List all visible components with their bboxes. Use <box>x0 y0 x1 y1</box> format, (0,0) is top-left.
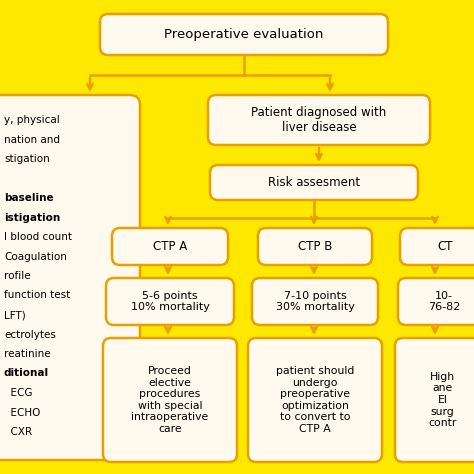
Text: CTP A: CTP A <box>153 240 187 253</box>
Text: High
ane
El
surg
contr: High ane El surg contr <box>428 372 456 428</box>
FancyBboxPatch shape <box>258 228 372 265</box>
Text: Coagulation: Coagulation <box>4 252 67 262</box>
Text: patient should
undergo
preoperative
optimization
to convert to
CTP A: patient should undergo preoperative opti… <box>276 366 354 434</box>
FancyBboxPatch shape <box>0 95 140 460</box>
Text: Preoperative evaluation: Preoperative evaluation <box>164 28 324 41</box>
Text: 7-10 points
30% mortality: 7-10 points 30% mortality <box>275 291 355 312</box>
FancyBboxPatch shape <box>112 228 228 265</box>
Text: 10-
76-82: 10- 76-82 <box>428 291 460 312</box>
Text: reatinine: reatinine <box>4 349 51 359</box>
Text: CT: CT <box>437 240 453 253</box>
Text: y, physical: y, physical <box>4 115 60 125</box>
FancyBboxPatch shape <box>395 338 474 462</box>
Text: Patient diagnosed with
liver disease: Patient diagnosed with liver disease <box>251 106 387 134</box>
Text: istigation: istigation <box>4 212 60 222</box>
Text: Proceed
elective
procedures
with special
intraoperative
care: Proceed elective procedures with special… <box>131 366 209 434</box>
Text: CTP B: CTP B <box>298 240 332 253</box>
FancyBboxPatch shape <box>208 95 430 145</box>
FancyBboxPatch shape <box>400 228 474 265</box>
FancyBboxPatch shape <box>398 278 474 325</box>
Text: Risk assesment: Risk assesment <box>268 176 360 189</box>
Text: ECG: ECG <box>4 388 33 398</box>
FancyBboxPatch shape <box>248 338 382 462</box>
Text: CXR: CXR <box>4 427 32 437</box>
Text: function test: function test <box>4 291 70 301</box>
FancyBboxPatch shape <box>252 278 378 325</box>
Text: ditional: ditional <box>4 368 49 379</box>
FancyBboxPatch shape <box>210 165 418 200</box>
Text: baseline: baseline <box>4 193 54 203</box>
Text: ectrolytes: ectrolytes <box>4 329 56 339</box>
FancyBboxPatch shape <box>106 278 234 325</box>
Text: ECHO: ECHO <box>4 408 40 418</box>
Text: nation and: nation and <box>4 135 60 145</box>
Text: LFT): LFT) <box>4 310 26 320</box>
FancyBboxPatch shape <box>103 338 237 462</box>
Text: l blood count: l blood count <box>4 232 72 242</box>
FancyBboxPatch shape <box>100 14 388 55</box>
Text: 5-6 points
10% mortality: 5-6 points 10% mortality <box>130 291 210 312</box>
Text: stigation: stigation <box>4 154 50 164</box>
Text: rofile: rofile <box>4 271 31 281</box>
